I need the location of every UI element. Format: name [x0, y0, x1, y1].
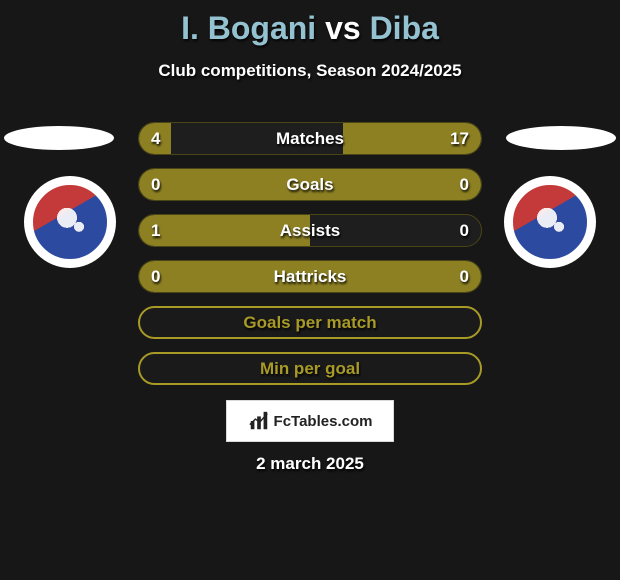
- stat-row-matches: 4 Matches 17: [138, 122, 482, 155]
- stat-label: Goals: [286, 175, 333, 195]
- vs-label: vs: [325, 10, 361, 46]
- stat-value-right: 0: [460, 267, 469, 287]
- player1-club-badge: [24, 176, 116, 268]
- stat-value-left: 0: [151, 175, 160, 195]
- stat-value-right: 17: [450, 129, 469, 149]
- stat-bar-left: [139, 169, 310, 200]
- bar-chart-icon: [248, 410, 270, 432]
- stat-label: Goals per match: [243, 313, 376, 333]
- stat-bar-right: [310, 169, 481, 200]
- stat-label: Hattricks: [274, 267, 347, 287]
- stat-row-hattricks: 0 Hattricks 0: [138, 260, 482, 293]
- stat-row-assists: 1 Assists 0: [138, 214, 482, 247]
- site-logo: FcTables.com: [226, 400, 394, 442]
- stat-label: Matches: [276, 129, 344, 149]
- stat-label: Assists: [280, 221, 340, 241]
- player2-name: Diba: [370, 10, 439, 46]
- player1-photo-placeholder: [4, 126, 114, 150]
- date-text: 2 march 2025: [0, 454, 620, 474]
- title-row: I. Bogani vs Diba: [0, 0, 620, 47]
- player2-club-badge: [504, 176, 596, 268]
- stat-label: Min per goal: [260, 359, 360, 379]
- stat-value-left: 1: [151, 221, 160, 241]
- player1-name: I. Bogani: [181, 10, 316, 46]
- stat-value-left: 4: [151, 129, 160, 149]
- stat-row-goals: 0 Goals 0: [138, 168, 482, 201]
- stats-column: 4 Matches 17 0 Goals 0 1 Assists 0 0 Hat…: [138, 122, 482, 385]
- stat-row-goals-per-match: Goals per match: [138, 306, 482, 339]
- subtitle: Club competitions, Season 2024/2025: [0, 61, 620, 81]
- comparison-card: I. Bogani vs Diba Club competitions, Sea…: [0, 0, 620, 580]
- stat-value-left: 0: [151, 267, 160, 287]
- stat-row-min-per-goal: Min per goal: [138, 352, 482, 385]
- stat-value-right: 0: [460, 221, 469, 241]
- logo-text: FcTables.com: [274, 413, 373, 430]
- player2-photo-placeholder: [506, 126, 616, 150]
- stat-value-right: 0: [460, 175, 469, 195]
